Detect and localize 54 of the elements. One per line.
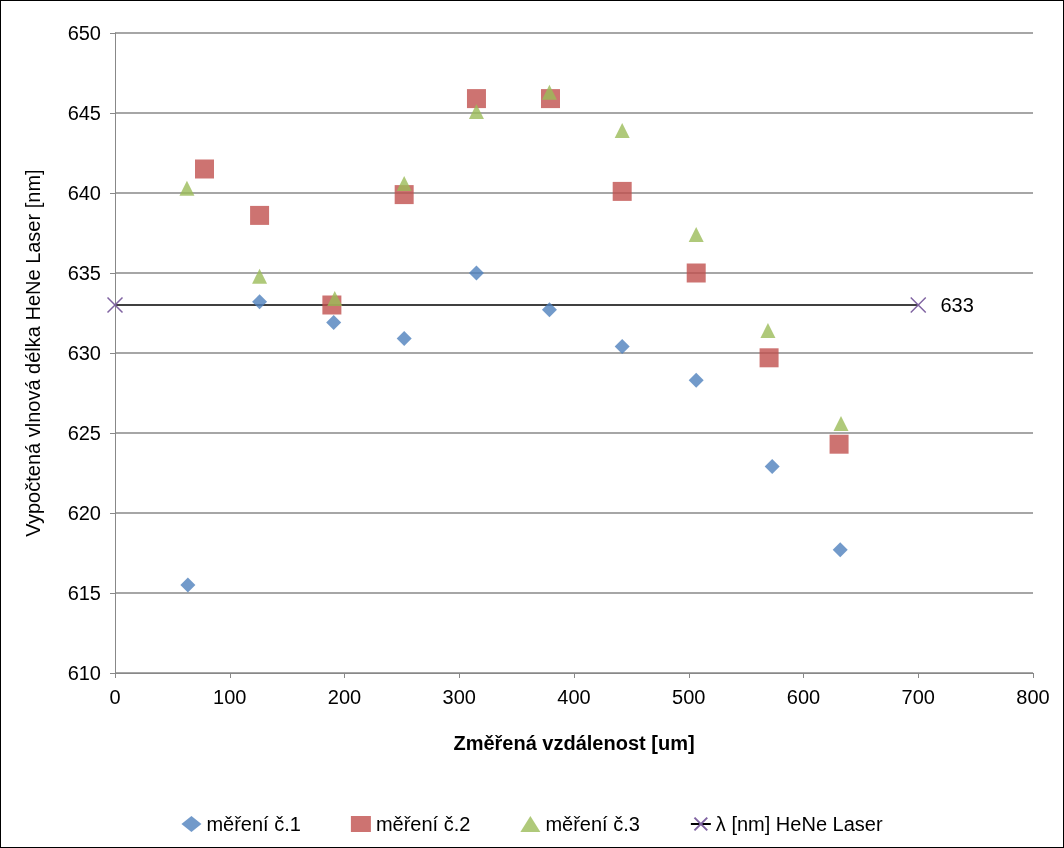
x-tick-label: 400 — [557, 686, 591, 708]
x-tick-label: 800 — [1016, 686, 1050, 708]
point — [195, 159, 215, 179]
data-label: 633 — [940, 294, 974, 316]
y-tick-label: 630 — [67, 342, 101, 364]
point — [833, 415, 849, 431]
point — [688, 227, 704, 243]
point — [688, 372, 704, 388]
y-tick-label: 640 — [67, 182, 101, 204]
x-tick-label: 500 — [672, 686, 706, 708]
point — [326, 315, 342, 331]
point — [686, 263, 706, 283]
point — [829, 434, 849, 454]
point — [541, 302, 557, 318]
y-tick-label: 620 — [67, 502, 101, 524]
point — [327, 291, 343, 307]
y-tick-label: 645 — [67, 102, 101, 124]
x-tick-label: 100 — [213, 686, 247, 708]
x-tick-label: 300 — [442, 686, 476, 708]
y-tick-label: 615 — [67, 582, 101, 604]
y-tick-label: 650 — [67, 22, 101, 44]
y-axis-title: Vypočtená vlnová délka HeNe Laser [nm] — [22, 169, 44, 537]
y-tick-label: 625 — [67, 422, 101, 444]
point — [468, 265, 484, 281]
point — [396, 331, 412, 347]
point — [764, 459, 780, 475]
point — [106, 296, 124, 314]
x-axis-title: Změřená vzdálenost [um] — [453, 732, 695, 754]
point — [180, 577, 196, 593]
point — [252, 294, 268, 310]
point — [760, 323, 776, 339]
point — [466, 89, 486, 109]
legend-label: měření č.1 — [206, 813, 301, 835]
point — [252, 268, 268, 284]
point — [541, 84, 557, 100]
point — [179, 180, 195, 196]
point — [614, 339, 630, 355]
y-tick-label: 635 — [67, 262, 101, 284]
point — [396, 175, 412, 191]
x-tick-label: 700 — [901, 686, 935, 708]
point — [250, 205, 270, 225]
point — [612, 181, 632, 201]
point — [832, 542, 848, 558]
x-tick-label: 0 — [109, 686, 121, 708]
legend-label: měření č.2 — [375, 813, 471, 835]
legend-label: měření č.3 — [545, 813, 640, 835]
point — [910, 296, 927, 314]
legend-label: λ [nm] HeNe Laser — [715, 813, 883, 835]
point — [614, 123, 630, 139]
y-tick-label: 610 — [67, 662, 101, 684]
x-tick-label: 200 — [327, 686, 362, 708]
point — [759, 348, 779, 368]
point — [468, 103, 484, 119]
x-tick-label: 600 — [786, 686, 821, 708]
